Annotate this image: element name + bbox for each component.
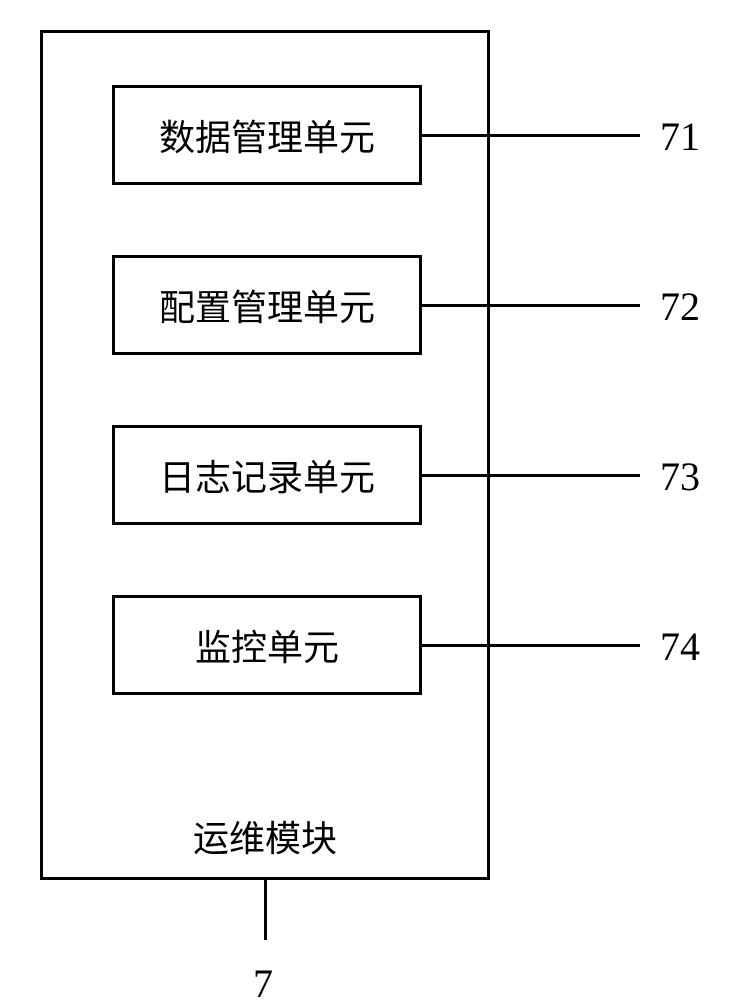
unit-label: 数据管理单元 — [159, 109, 375, 161]
connector-right — [422, 644, 640, 647]
unit-box: 数据管理单元 — [112, 85, 422, 185]
unit-label: 监控单元 — [195, 619, 339, 671]
unit-box: 日志记录单元 — [112, 425, 422, 525]
unit-box: 监控单元 — [112, 595, 422, 695]
connector-right — [422, 304, 640, 307]
module-label: 运维模块 — [185, 810, 345, 862]
ref-number: 73 — [660, 453, 700, 500]
connector-right — [422, 474, 640, 477]
ref-number: 72 — [660, 283, 700, 330]
connector-bottom — [264, 880, 267, 940]
unit-label: 配置管理单元 — [159, 279, 375, 331]
ref-number: 74 — [660, 623, 700, 670]
ref-number: 71 — [660, 113, 700, 160]
unit-label: 日志记录单元 — [159, 449, 375, 501]
connector-right — [422, 134, 640, 137]
unit-box: 配置管理单元 — [112, 255, 422, 355]
